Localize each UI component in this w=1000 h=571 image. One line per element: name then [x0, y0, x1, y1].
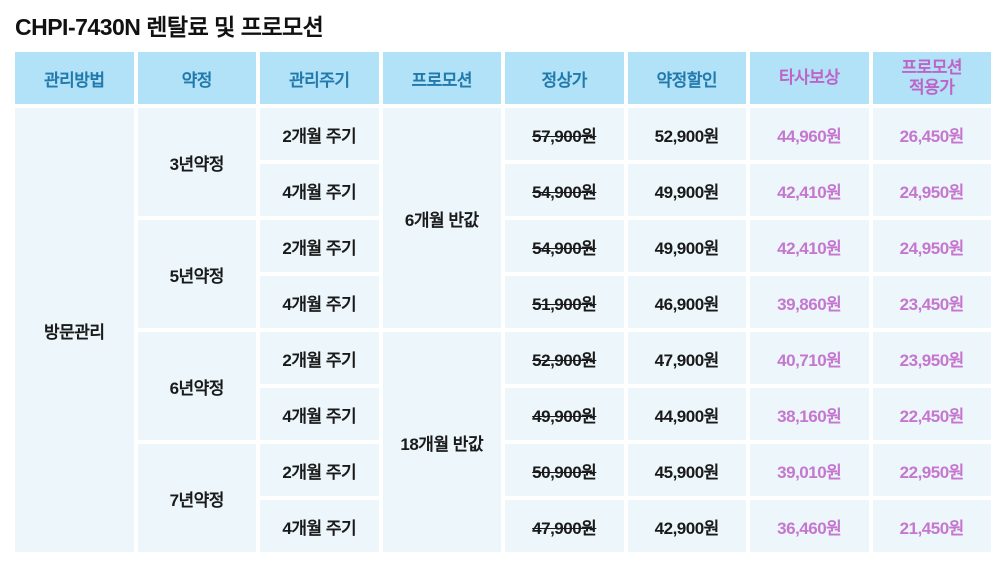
cell-contract-discount: 46,900원	[627, 276, 746, 328]
cell-management-method: 방문관리	[15, 108, 134, 552]
cell-cycle: 4개월 주기	[260, 388, 379, 440]
table-row: 5년약정 2개월 주기 54,900원 49,900원 42,410원 24,9…	[15, 220, 991, 328]
header-promo-price: 프로모션 적용가	[872, 52, 991, 104]
cell-contract-discount: 44,900원	[627, 388, 746, 440]
table-row: 7년약정 2개월 주기 50,900원 45,900원 39,010원 22,9…	[15, 444, 991, 552]
cell-tradein-reward: 36,460원	[750, 500, 869, 552]
header-management-cycle: 관리주기	[260, 52, 379, 104]
cell-contract-discount: 45,900원	[627, 444, 746, 496]
cell-promotion-6mo: 6개월 반값	[382, 108, 501, 328]
header-row: 관리방법 약정 관리주기 프로모션 정상가 약정할인 타사보상 프로모션 적용가	[15, 52, 991, 104]
cell-contract-3yr: 3년약정	[137, 108, 256, 216]
cell-tradein-reward: 40,710원	[750, 332, 869, 384]
header-management-method: 관리방법	[15, 52, 134, 104]
cell-regular-price: 50,900원	[505, 444, 624, 496]
cell-regular-price: 52,900원	[505, 332, 624, 384]
cell-cycle: 4개월 주기	[260, 276, 379, 328]
cell-regular-price: 54,900원	[505, 164, 624, 216]
cell-regular-price: 47,900원	[505, 500, 624, 552]
cell-cycle: 2개월 주기	[260, 332, 379, 384]
cell-contract-6yr: 6년약정	[137, 332, 256, 440]
cell-promo-price: 22,450원	[872, 388, 991, 440]
cell-tradein-reward: 39,860원	[750, 276, 869, 328]
cell-promotion-18mo: 18개월 반값	[382, 332, 501, 552]
cell-cycle: 2개월 주기	[260, 108, 379, 160]
header-contract-discount: 약정할인	[627, 52, 746, 104]
cell-cycle: 4개월 주기	[260, 500, 379, 552]
cell-promo-price: 21,450원	[872, 500, 991, 552]
cell-regular-price: 51,900원	[505, 276, 624, 328]
cell-cycle: 2개월 주기	[260, 444, 379, 496]
header-regular-price: 정상가	[505, 52, 624, 104]
cell-contract-discount: 49,900원	[627, 220, 746, 272]
cell-contract-discount: 49,900원	[627, 164, 746, 216]
table-row: 4개월 주기 51,900원 46,900원 39,860원 23,450원	[15, 276, 991, 328]
cell-contract-discount: 47,900원	[627, 332, 746, 384]
table-row: 방문관리 3년약정 2개월 주기 6개월 반값 57,900원 52,900원 …	[15, 108, 991, 552]
cell-regular-price: 49,900원	[505, 388, 624, 440]
cell-tradein-reward: 42,410원	[750, 164, 869, 216]
cell-promo-price: 24,950원	[872, 164, 991, 216]
cell-tradein-reward: 42,410원	[750, 220, 869, 272]
cell-promo-price: 23,950원	[872, 332, 991, 384]
table-row: 4개월 주기 49,900원 44,900원 38,160원 22,450원	[15, 388, 991, 440]
cell-promo-price: 24,950원	[872, 220, 991, 272]
cell-cycle: 2개월 주기	[260, 220, 379, 272]
rental-price-table: 관리방법 약정 관리주기 프로모션 정상가 약정할인 타사보상 프로모션 적용가…	[11, 48, 995, 556]
cell-regular-price: 54,900원	[505, 220, 624, 272]
page-title: CHPI-7430N 렌탈료 및 프로모션	[15, 14, 324, 40]
cell-promo-price: 26,450원	[872, 108, 991, 160]
header-contract: 약정	[137, 52, 256, 104]
cell-contract-discount: 42,900원	[627, 500, 746, 552]
header-promotion: 프로모션	[382, 52, 501, 104]
cell-contract-discount: 52,900원	[627, 108, 746, 160]
cell-regular-price: 57,900원	[505, 108, 624, 160]
cell-contract-5yr: 5년약정	[137, 220, 256, 328]
table-row: 4개월 주기 47,900원 42,900원 36,460원 21,450원	[15, 500, 991, 552]
table-row: 6년약정 2개월 주기 18개월 반값 52,900원 47,900원 40,7…	[15, 332, 991, 552]
header-tradein-reward: 타사보상	[750, 52, 869, 104]
cell-cycle: 4개월 주기	[260, 164, 379, 216]
table-row: 4개월 주기 54,900원 49,900원 42,410원 24,950원	[15, 164, 991, 216]
cell-tradein-reward: 44,960원	[750, 108, 869, 160]
cell-contract-7yr: 7년약정	[137, 444, 256, 552]
cell-tradein-reward: 39,010원	[750, 444, 869, 496]
cell-tradein-reward: 38,160원	[750, 388, 869, 440]
cell-promo-price: 22,950원	[872, 444, 991, 496]
cell-promo-price: 23,450원	[872, 276, 991, 328]
